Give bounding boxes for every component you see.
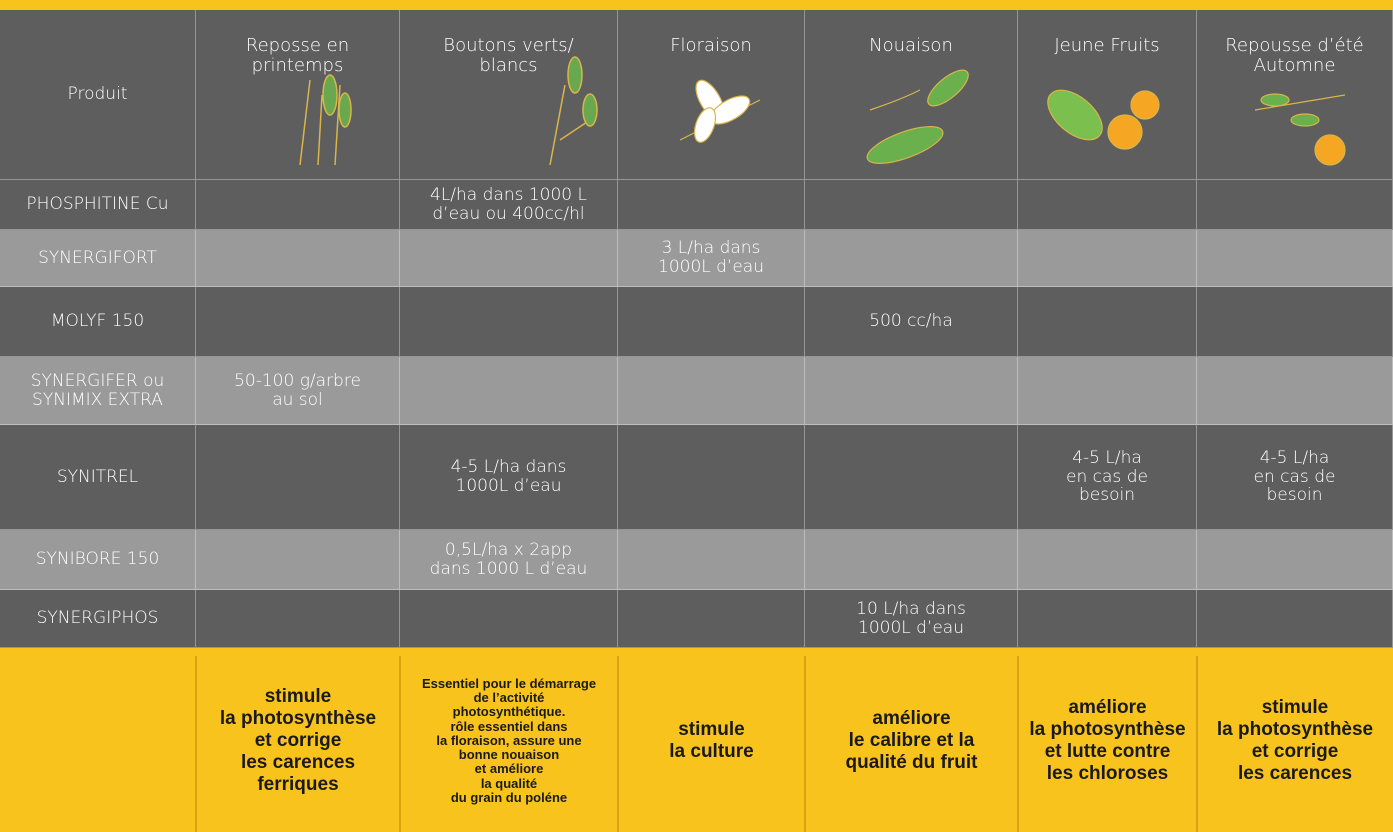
dose-cell: 3 L/ha dans 1000L d’eau: [618, 230, 805, 287]
dose-cell: [400, 230, 618, 287]
dose-cell: [1197, 590, 1393, 648]
footer-band: [0, 648, 1393, 832]
benefit-text: améliore la photosynthèse et lutte contr…: [1029, 697, 1186, 784]
dose-cell: [805, 230, 1018, 287]
footer-separator: [195, 656, 197, 832]
product-name: MOLYF 150: [0, 287, 196, 357]
dose-cell: [805, 530, 1018, 590]
dose-cell: [196, 287, 400, 357]
benefit-text: améliore le calibre et la qualité du fru…: [845, 708, 978, 773]
benefit-text: Essentiel pour le démarrage de l’activit…: [421, 675, 597, 806]
dose-cell: [196, 590, 400, 648]
dose-cell: [1018, 357, 1197, 425]
dose-cell: [1018, 287, 1197, 357]
dose-cell: 4-5 L/ha dans 1000L d’eau: [400, 425, 618, 530]
footer-separator: [1196, 656, 1198, 832]
dose-cell: [618, 287, 805, 357]
dose-cell: [196, 425, 400, 530]
dose-cell: [1197, 357, 1393, 425]
footer-separator: [399, 656, 401, 832]
header-cell: Boutons verts/ blancs: [400, 10, 618, 180]
dose-cell: 4L/ha dans 1000 L d’eau ou 400cc/hl: [400, 180, 618, 230]
dose-cell: [1197, 530, 1393, 590]
benefit-text: stimule la photosynthèse et corrige les …: [219, 686, 377, 795]
header-cell: Repousse d’été Automne: [1197, 10, 1393, 180]
dose-cell: [196, 530, 400, 590]
dose-cell: 500 cc/ha: [805, 287, 1018, 357]
dose-cell: [400, 357, 618, 425]
benefit-text: stimule la culture: [669, 719, 754, 762]
dose-cell: [618, 425, 805, 530]
dose-cell: [618, 590, 805, 648]
dose-cell: [618, 357, 805, 425]
dose-cell: [196, 180, 400, 230]
dose-cell: [805, 180, 1018, 230]
dose-cell: [1018, 230, 1197, 287]
product-name: PHOSPHITINE Cu: [0, 180, 196, 230]
dose-cell: [1018, 590, 1197, 648]
dose-cell: [1018, 180, 1197, 230]
dose-cell: [196, 230, 400, 287]
header-cell: Reposse en printemps: [196, 10, 400, 180]
dose-cell: 0,5L/ha x 2app dans 1000 L d’eau: [400, 530, 618, 590]
dose-cell: [1197, 230, 1393, 287]
footer-separator: [617, 656, 619, 832]
top-band: [0, 0, 1393, 10]
product-name: SYNITREL: [0, 425, 196, 530]
product-name: SYNERGIPHOS: [0, 590, 196, 648]
dose-cell: 50-100 g/arbre au sol: [196, 357, 400, 425]
product-name: SYNERGIFORT: [0, 230, 196, 287]
dose-cell: [400, 287, 618, 357]
header-cell: Produit: [0, 10, 196, 180]
dose-cell: [618, 180, 805, 230]
header-cell: Nouaison: [805, 10, 1018, 180]
dose-cell: [400, 590, 618, 648]
dose-cell: [805, 357, 1018, 425]
product-name: SYNIBORE 150: [0, 530, 196, 590]
header-cell: Jeune Fruits: [1018, 10, 1197, 180]
footer-separator: [804, 656, 806, 832]
product-name: SYNERGIFER ou SYNIMIX EXTRA: [0, 357, 196, 425]
header-cell: Floraison: [618, 10, 805, 180]
dose-cell: [1197, 180, 1393, 230]
dose-cell: 4-5 L/ha en cas de besoin: [1197, 425, 1393, 530]
benefit-text: [0, 650, 196, 832]
dose-cell: 10 L/ha dans 1000L d’eau: [805, 590, 1018, 648]
footer-separator: [1017, 656, 1019, 832]
dose-cell: [618, 530, 805, 590]
dose-cell: 4-5 L/ha en cas de besoin: [1018, 425, 1197, 530]
dose-cell: [1018, 530, 1197, 590]
benefit-text: stimule la photosynthèse et corrige les …: [1216, 697, 1374, 784]
dose-cell: [1197, 287, 1393, 357]
dose-cell: [805, 425, 1018, 530]
